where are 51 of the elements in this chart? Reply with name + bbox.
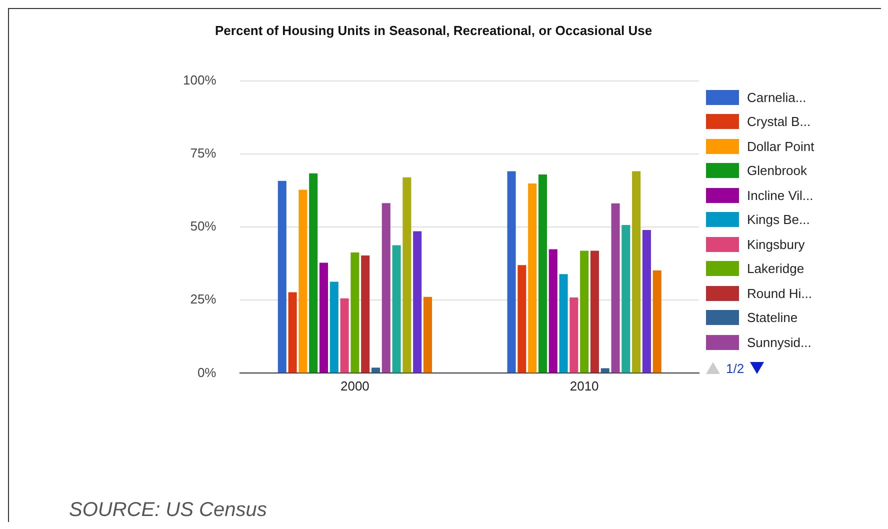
bar <box>392 245 401 373</box>
legend-label: Incline Vil... <box>747 188 814 203</box>
bar <box>309 173 318 373</box>
x-tick-label: 2010 <box>570 378 599 394</box>
bar <box>518 265 526 373</box>
bar <box>590 250 599 373</box>
bar <box>340 298 349 373</box>
legend-label: Stateline <box>747 310 798 326</box>
y-tick-label: 75% <box>190 146 217 161</box>
bar <box>298 190 308 373</box>
bar <box>423 296 432 373</box>
bar <box>528 184 537 373</box>
legend-label: Kingsbury <box>747 236 805 252</box>
legend-label: Dollar Point <box>747 138 814 154</box>
y-tick-label: 50% <box>190 218 217 234</box>
source-note: SOURCE: US Census <box>69 499 267 522</box>
legend-label: Glenbrook <box>747 163 807 178</box>
bar <box>548 249 558 373</box>
legend-label: Carnelia... <box>747 90 806 105</box>
legend-label: Crystal B... <box>747 114 811 130</box>
bar <box>413 231 422 373</box>
bar <box>622 225 630 373</box>
bar <box>361 255 370 373</box>
bar <box>350 252 360 373</box>
chart-title: Percent of Housing Units in Seasonal, Recreational, or Occasional Use <box>215 22 654 40</box>
bar <box>278 180 286 373</box>
bar <box>652 270 662 373</box>
legend-label: Lakeridge <box>747 261 804 276</box>
y-tick-label: 25% <box>190 292 217 307</box>
bar <box>600 368 610 373</box>
bar <box>288 292 297 373</box>
bar <box>319 262 328 373</box>
bar <box>402 177 412 373</box>
legend-label: Round Hi... <box>747 286 812 301</box>
bar <box>507 171 516 373</box>
y-tick-label: 0% <box>197 364 217 380</box>
bar <box>371 368 380 373</box>
y-tick-label: 100% <box>183 72 217 88</box>
x-tick-label: 2000 <box>340 378 370 394</box>
bar <box>611 203 620 373</box>
bar <box>559 274 568 373</box>
bar <box>642 230 651 373</box>
bar <box>330 282 338 373</box>
text: 1/2 <box>726 360 744 376</box>
bar <box>632 171 641 373</box>
bar <box>382 203 390 373</box>
legend-label: Kings Be... <box>747 212 810 228</box>
bar <box>538 174 547 373</box>
bar <box>570 298 578 373</box>
bar <box>580 250 589 373</box>
legend-label: Sunnysid... <box>747 334 812 350</box>
